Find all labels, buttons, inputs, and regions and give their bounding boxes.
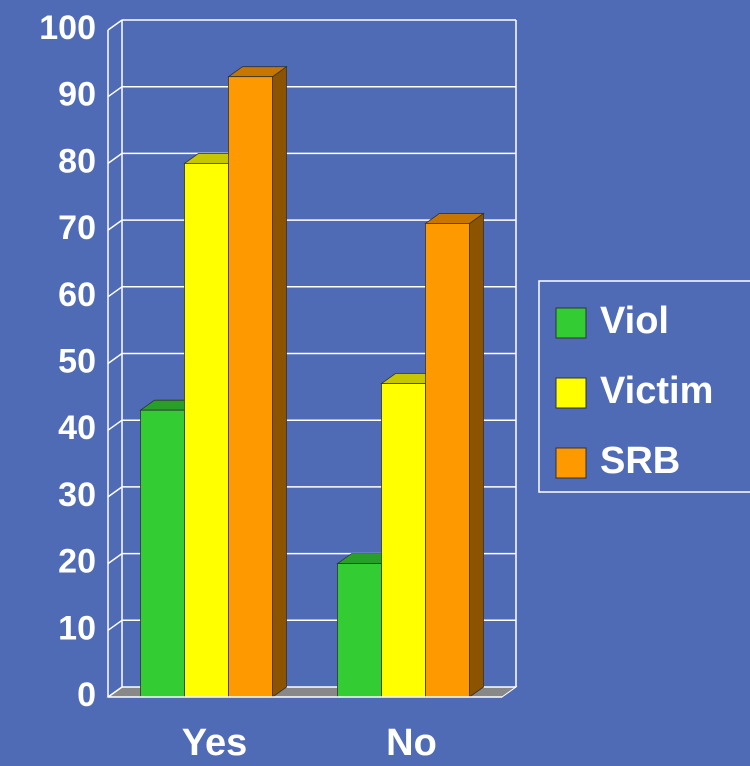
y-tick-label: 70 [58, 209, 96, 247]
bar [228, 76, 273, 698]
y-tick-label: 20 [58, 543, 96, 581]
tick-connector [107, 86, 123, 98]
legend-label: SRB [600, 440, 680, 482]
y-tick-label: 100 [39, 9, 96, 47]
y-tick-label: 60 [58, 276, 96, 314]
bar [184, 162, 229, 698]
y-tick-label: 80 [58, 142, 96, 180]
legend-swatch [555, 447, 587, 479]
tick-connector [107, 219, 123, 231]
legend-label: Viol [600, 300, 669, 342]
x-tick-label: No [386, 722, 437, 764]
tick-connector [107, 286, 123, 298]
tick-connector [107, 552, 123, 565]
y-tick-label: 30 [58, 476, 96, 514]
tick-connector [107, 486, 123, 498]
legend-box [538, 280, 750, 493]
tick-connector [107, 686, 123, 698]
tick-connector [107, 152, 123, 165]
bar [425, 223, 470, 698]
bar [140, 409, 185, 698]
bar [381, 383, 426, 698]
legend-swatch [555, 307, 587, 339]
y-tick-label: 90 [58, 76, 96, 114]
tick-connector [107, 619, 123, 631]
y-tick-label: 40 [58, 409, 96, 447]
bar-side [272, 65, 287, 698]
legend-swatch [555, 377, 587, 409]
bar [337, 563, 382, 698]
y-tick-label: 10 [58, 609, 96, 647]
legend-label: Victim [600, 370, 713, 412]
y-tick-label: 0 [77, 676, 96, 714]
tick-connector [107, 419, 123, 431]
tick-connector [107, 352, 123, 365]
x-tick-label: Yes [182, 722, 248, 764]
tick-connector [107, 19, 123, 31]
y-tick-label: 50 [58, 342, 96, 380]
bar-side [469, 212, 484, 698]
